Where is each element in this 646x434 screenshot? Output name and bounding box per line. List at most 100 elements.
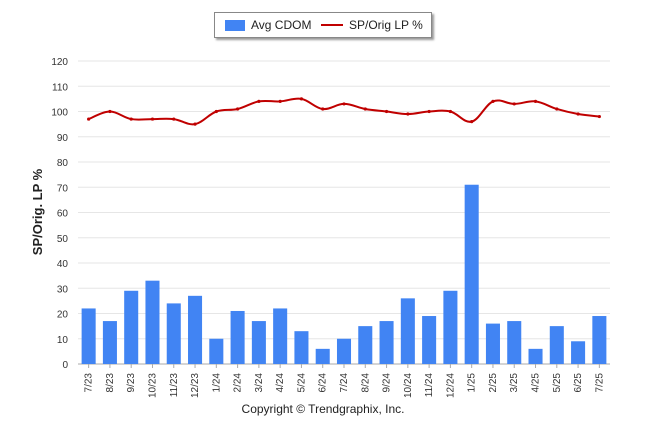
line-point	[512, 102, 516, 106]
x-tick-label: 5/25	[552, 373, 563, 393]
y-tick-label: 90	[57, 133, 69, 144]
line-point	[108, 109, 112, 114]
y-axis-label: SP/Orig. LP %	[30, 168, 45, 255]
bar	[592, 316, 607, 364]
line-point	[321, 107, 325, 111]
legend-swatch-line	[321, 24, 343, 26]
bar	[443, 290, 458, 364]
line-point	[406, 112, 410, 116]
x-tick-label: 11/24	[424, 373, 435, 398]
line-series	[87, 97, 601, 126]
line-point	[470, 120, 474, 124]
bar	[251, 321, 266, 364]
bar	[145, 280, 160, 364]
bar	[81, 308, 96, 364]
y-tick-label: 30	[57, 284, 69, 295]
line-point	[342, 102, 346, 106]
bar	[571, 341, 586, 364]
legend-swatch-bar	[225, 19, 245, 31]
bar	[507, 321, 522, 364]
line-point	[278, 99, 282, 103]
x-tick-label: 5/24	[296, 373, 307, 393]
x-tick-label: 4/25	[531, 373, 542, 393]
x-tick-label: 6/24	[318, 373, 329, 393]
legend: Avg CDOM SP/Orig LP %	[214, 12, 432, 38]
x-tick-label: 7/25	[594, 373, 605, 393]
bar	[166, 303, 181, 364]
line-point	[576, 112, 580, 116]
bar	[336, 338, 352, 364]
bar	[358, 326, 373, 364]
legend-item-line: SP/Orig LP %	[321, 13, 423, 37]
line-point	[193, 122, 197, 126]
bar	[188, 295, 203, 364]
gridlines	[78, 60, 610, 365]
bar	[549, 326, 564, 364]
y-tick-label: 60	[57, 209, 69, 220]
x-tick-label: 9/23	[126, 373, 137, 393]
x-tick-label: 7/23	[84, 373, 95, 393]
bar	[273, 308, 288, 364]
line-point	[236, 107, 240, 111]
bar	[230, 310, 245, 364]
x-tick-label: 9/24	[382, 373, 393, 393]
x-axis-ticks: 7/23 8/23 9/23 10/23 11/23 12/23 1/24 2/24 3/24 4…	[84, 364, 605, 398]
copyright-text: Copyright © Trendgraphix, Inc.	[241, 402, 405, 416]
x-tick-label: 12/24	[445, 373, 456, 398]
x-tick-label: 11/23	[169, 373, 180, 398]
bar	[124, 290, 139, 364]
legend-label-bar: Avg CDOM	[251, 18, 312, 32]
bar	[294, 331, 309, 364]
x-tick-label: 1/24	[211, 373, 222, 393]
x-tick-label: 3/24	[254, 373, 265, 393]
x-tick-label: 10/24	[403, 373, 414, 398]
line-point	[491, 99, 495, 103]
y-tick-label: 70	[57, 183, 69, 194]
bar	[102, 321, 117, 364]
bar	[400, 298, 415, 364]
x-tick-label: 8/24	[360, 373, 371, 393]
line-point	[87, 117, 91, 121]
bar	[209, 338, 224, 364]
x-tick-label: 12/23	[190, 373, 201, 398]
line-point	[299, 97, 304, 101]
legend-label-line: SP/Orig LP %	[349, 18, 423, 32]
bar	[464, 184, 479, 364]
x-tick-label: 3/25	[509, 373, 520, 393]
x-tick-label: 8/23	[105, 373, 116, 393]
bar	[485, 323, 500, 364]
line-point	[597, 114, 601, 119]
y-tick-label: 10	[57, 335, 69, 346]
bar-series	[81, 184, 607, 364]
bar	[528, 348, 543, 364]
y-tick-label: 50	[57, 234, 69, 245]
bar	[315, 348, 330, 364]
line-point	[172, 117, 176, 121]
line-point	[257, 99, 261, 103]
y-tick-label: 100	[51, 108, 68, 119]
line-point	[533, 99, 538, 103]
x-tick-label: 2/24	[233, 373, 244, 393]
y-tick-label: 120	[51, 57, 68, 68]
line-point	[427, 109, 431, 114]
x-tick-label: 10/23	[147, 373, 158, 398]
line-point	[150, 117, 155, 121]
x-tick-label: 1/25	[467, 373, 478, 393]
x-tick-label: 4/24	[275, 373, 286, 393]
x-tick-label: 2/25	[488, 373, 499, 393]
bar	[379, 321, 394, 364]
line-point	[214, 109, 218, 114]
y-tick-label: 110	[52, 82, 68, 93]
legend-item-bar: Avg CDOM	[225, 13, 311, 37]
y-tick-label: 20	[57, 310, 69, 321]
y-axis-ticks: 0 10 20 30 40 50 60 70 80 90 100 110 120	[51, 57, 68, 371]
x-tick-label: 7/24	[339, 373, 350, 393]
x-tick-label: 6/25	[573, 373, 584, 393]
line-point	[448, 109, 452, 114]
y-tick-label: 40	[57, 259, 69, 270]
y-tick-label: 80	[57, 158, 69, 169]
line-point	[555, 107, 559, 111]
line-point	[384, 109, 389, 114]
bar	[422, 316, 437, 364]
